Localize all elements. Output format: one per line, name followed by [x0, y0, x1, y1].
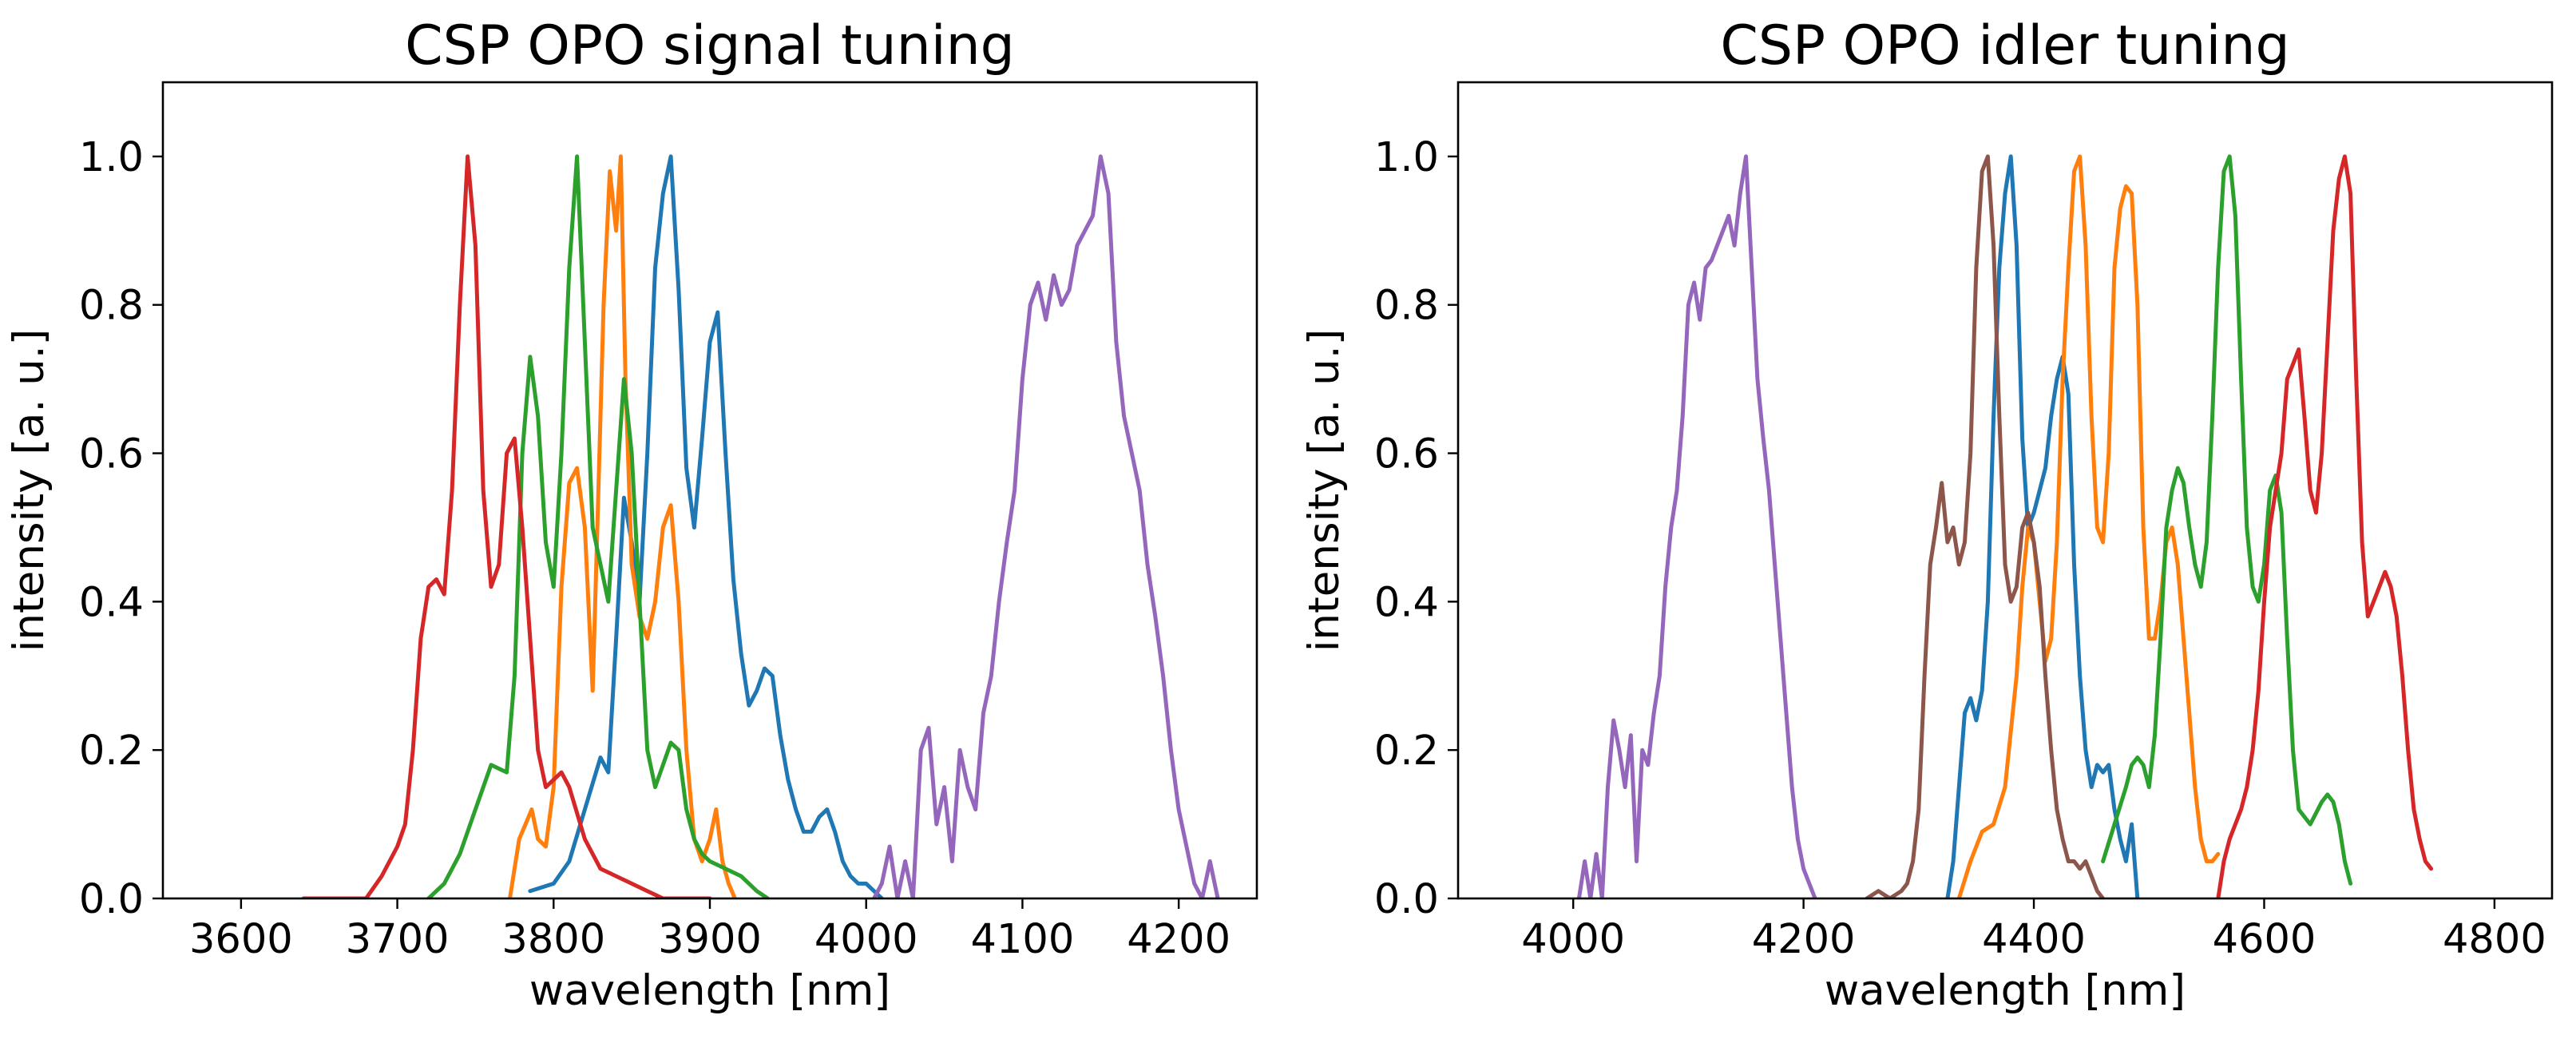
y-axis-label: intensity [a. u.]	[5, 329, 54, 652]
x-axis-label: wavelength [nm]	[1825, 966, 2186, 1015]
series-group	[1576, 154, 2434, 898]
chart-title: CSP OPO signal tuning	[405, 14, 1015, 77]
x-tick-label: 4800	[2443, 916, 2546, 963]
series-line-orange	[1956, 154, 2221, 898]
y-tick-label: 0.2	[1374, 728, 1439, 775]
x-tick-label: 4100	[971, 916, 1075, 963]
x-tick-label: 4400	[1982, 916, 2086, 963]
y-tick-label: 1.0	[1374, 134, 1439, 181]
y-tick-label: 0.0	[1374, 876, 1439, 923]
series-line-red	[301, 154, 712, 898]
x-axis-label: wavelength [nm]	[529, 966, 890, 1015]
y-tick-label: 0.4	[79, 579, 144, 626]
plot-frame	[1456, 81, 2554, 900]
series-group	[301, 154, 1220, 898]
y-tick-label: 0.8	[1374, 283, 1439, 330]
signal-tuning-chart: 3600 3700 3800 3900 4000 4100 4200 0.0 0.2 0.4 0.6…	[5, 14, 1258, 1015]
series-line-orange	[508, 154, 737, 898]
y-tick-label: 0.2	[79, 728, 144, 775]
y-tick-label: 0.4	[1374, 579, 1439, 626]
x-tick-label: 4200	[1752, 916, 1856, 963]
y-tick-label: 0.8	[79, 283, 144, 330]
x-tick-label: 4600	[2213, 916, 2316, 963]
series-line-green	[2101, 154, 2353, 886]
series-line-purple	[872, 154, 1220, 898]
y-tick-label: 0.0	[79, 876, 144, 923]
x-tick-label: 3600	[189, 916, 293, 963]
idler-tuning-chart: 4000 4200 4400 4600 4800 0.0 0.2 0.4 0.6 0.8 1.0 CS…	[1300, 14, 2554, 1015]
y-tick-label: 0.6	[1374, 431, 1439, 478]
y-tick-label: 0.6	[79, 431, 144, 478]
x-tick-label: 4200	[1127, 916, 1231, 963]
x-tick-label: 3900	[658, 916, 762, 963]
x-tick-label: 3700	[346, 916, 450, 963]
x-tick-label: 4000	[814, 916, 918, 963]
chart-title: CSP OPO idler tuning	[1720, 14, 2289, 77]
series-line-brown	[1865, 154, 2106, 898]
y-axis-label: intensity [a. u.]	[1300, 329, 1349, 652]
x-tick-label: 3800	[501, 916, 605, 963]
series-line-green	[426, 154, 770, 898]
series-line-blue	[528, 154, 884, 898]
series-line-purple	[1576, 154, 1817, 898]
series-line-red	[2216, 154, 2434, 898]
series-line-blue	[1945, 154, 2140, 898]
x-tick-label: 4000	[1521, 916, 1625, 963]
y-tick-label: 1.0	[79, 134, 144, 181]
